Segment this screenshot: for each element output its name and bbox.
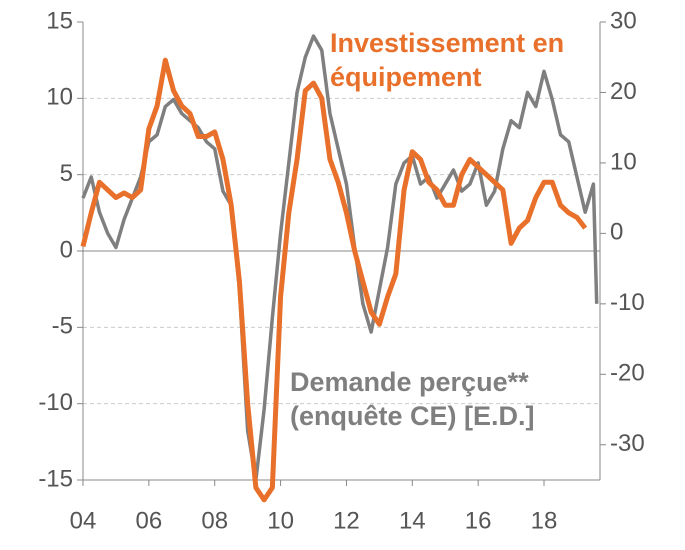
x-tick-label: 10: [267, 507, 294, 534]
x-tick-label: 12: [333, 507, 360, 534]
y-tick-label: 5: [60, 160, 73, 187]
y2-tick-label: 10: [610, 148, 637, 175]
series-label: Investissement en équipement: [330, 28, 565, 92]
x-tick-label: 08: [201, 507, 228, 534]
series-line: [80, 57, 588, 503]
y-tick-label: -15: [38, 465, 73, 492]
y2-tick-label: 30: [610, 7, 637, 34]
x-tick-label: 04: [70, 507, 97, 534]
series-line: [81, 34, 599, 482]
y2-tick-label: 20: [610, 78, 637, 105]
y2-tick-label: -20: [610, 360, 645, 387]
x-tick-label: 16: [465, 507, 492, 534]
y-tick-label: -10: [38, 389, 73, 416]
x-tick-label: 18: [531, 507, 558, 534]
y-tick-label: -5: [52, 313, 73, 340]
y2-tick-label: 0: [610, 219, 623, 246]
y2-tick-label: -30: [610, 430, 645, 457]
x-tick-label: 14: [399, 507, 426, 534]
y-tick-label: 10: [46, 84, 73, 111]
x-tick-label: 06: [136, 507, 163, 534]
y-tick-label: 15: [46, 7, 73, 34]
series-label: Demande perçue** (enquête CE) [E.D.]: [290, 367, 535, 431]
y2-tick-label: -10: [610, 289, 645, 316]
y-tick-label: 0: [60, 236, 73, 263]
